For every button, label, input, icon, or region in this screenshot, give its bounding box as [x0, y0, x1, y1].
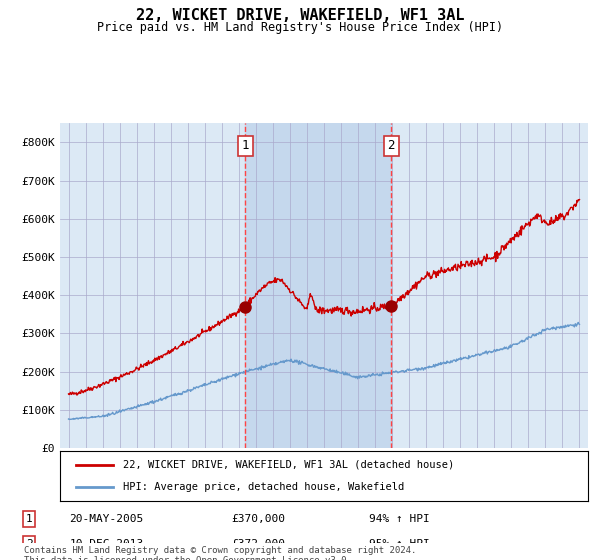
Text: 2: 2 — [388, 139, 395, 152]
Text: £372,000: £372,000 — [231, 539, 285, 549]
Text: 1: 1 — [242, 139, 249, 152]
Text: Contains HM Land Registry data © Crown copyright and database right 2024.
This d: Contains HM Land Registry data © Crown c… — [24, 546, 416, 560]
Text: £370,000: £370,000 — [231, 514, 285, 524]
Bar — [245, 123, 391, 448]
Text: 1: 1 — [26, 514, 32, 524]
Text: 22, WICKET DRIVE, WAKEFIELD, WF1 3AL: 22, WICKET DRIVE, WAKEFIELD, WF1 3AL — [136, 8, 464, 24]
Text: 94% ↑ HPI: 94% ↑ HPI — [369, 514, 430, 524]
Text: 10-DEC-2013: 10-DEC-2013 — [70, 539, 144, 549]
Text: Price paid vs. HM Land Registry's House Price Index (HPI): Price paid vs. HM Land Registry's House … — [97, 21, 503, 34]
Text: 20-MAY-2005: 20-MAY-2005 — [70, 514, 144, 524]
Text: HPI: Average price, detached house, Wakefield: HPI: Average price, detached house, Wake… — [124, 482, 404, 492]
Text: 2: 2 — [26, 539, 32, 549]
Text: 95% ↑ HPI: 95% ↑ HPI — [369, 539, 430, 549]
Text: 22, WICKET DRIVE, WAKEFIELD, WF1 3AL (detached house): 22, WICKET DRIVE, WAKEFIELD, WF1 3AL (de… — [124, 460, 455, 470]
